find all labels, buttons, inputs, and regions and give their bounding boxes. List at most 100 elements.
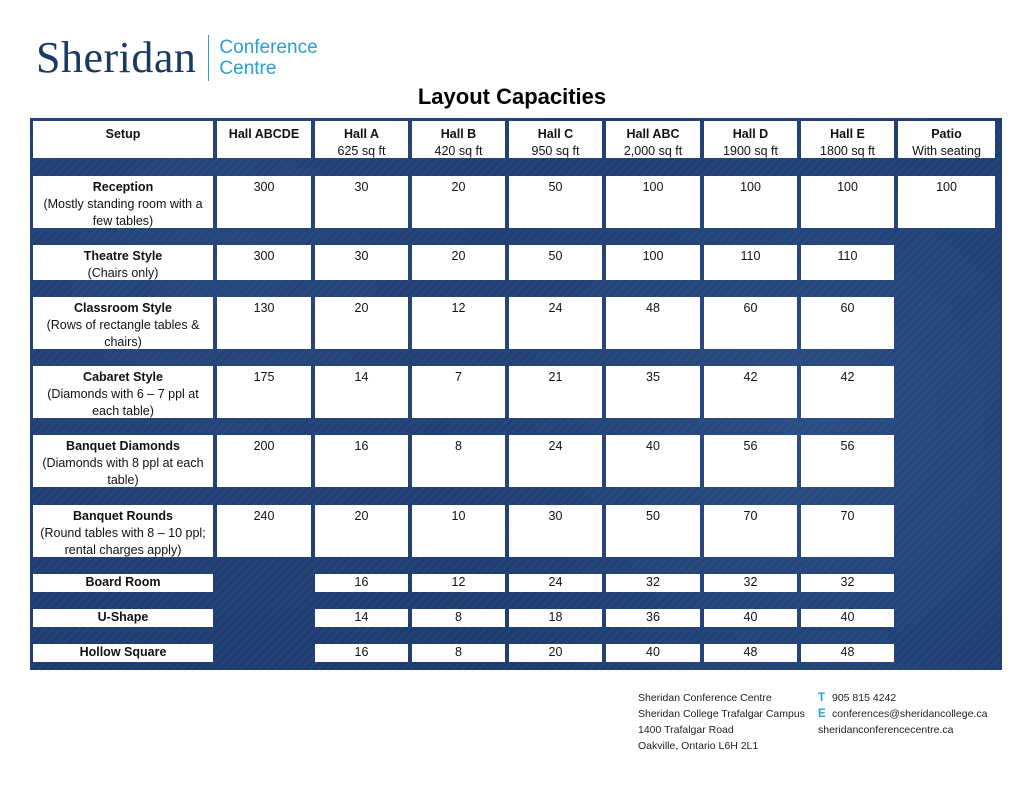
setup-cell: Cabaret Style (Diamonds with 6 – 7 ppl at… <box>33 366 213 418</box>
capacity-cell: 60 <box>801 297 894 349</box>
capacity-value: 24 <box>548 301 563 315</box>
capacity-value: 30 <box>548 509 563 523</box>
capacity-cell: 20 <box>509 644 602 662</box>
setup-description: table) <box>107 473 139 487</box>
capacity-value: 100 <box>837 180 858 194</box>
capacity-value: 40 <box>743 610 758 624</box>
setup-cell: Board Room <box>33 574 213 592</box>
column-header-size: With seating <box>912 144 981 158</box>
capacity-value: 30 <box>354 249 369 263</box>
capacity-cell: 40 <box>606 435 700 487</box>
capacity-value: 40 <box>840 610 855 624</box>
setup-description: (Diamonds with 6 – 7 ppl at <box>47 387 199 401</box>
column-header-size: 2,000 sq ft <box>623 144 683 158</box>
logo-line-2: Centre <box>219 58 277 79</box>
capacity-value: 110 <box>837 249 858 263</box>
capacity-cell: 100 <box>606 245 700 280</box>
capacity-cell: 56 <box>801 435 894 487</box>
column-header-name: Setup <box>105 127 141 141</box>
header-cell: Hall ABC 2,000 sq ft <box>606 121 700 158</box>
capacity-cell: 200 <box>217 435 311 487</box>
column-header-name: Patio <box>931 127 962 141</box>
capacity-cell: 10 <box>412 505 505 557</box>
setup-name: Classroom Style <box>74 301 172 315</box>
column-header-name: Hall C <box>537 127 574 141</box>
capacity-value: 48 <box>646 301 660 315</box>
setup-description: chairs) <box>104 335 142 349</box>
capacity-value: 20 <box>354 509 369 523</box>
capacity-cell: 16 <box>315 435 408 487</box>
capacity-value: 32 <box>646 575 660 589</box>
capacity-value: 16 <box>354 439 369 453</box>
footer-address-line: Sheridan Conference Centre <box>638 692 772 704</box>
column-header-name: Hall D <box>732 127 769 141</box>
setup-description: few tables) <box>92 214 154 228</box>
email-letter: E <box>818 708 826 720</box>
capacity-cell: 48 <box>801 644 894 662</box>
column-header-name: Hall E <box>830 127 865 141</box>
capacity-value: 300 <box>253 180 275 194</box>
setup-description: (Chairs only) <box>87 266 159 280</box>
capacity-value: 300 <box>253 249 275 263</box>
column-header-name: Hall B <box>440 127 477 141</box>
setup-cell: Banquet Diamonds (Diamonds with 8 ppl at … <box>33 435 213 487</box>
header-cell: Patio With seating <box>898 121 995 158</box>
capacity-value: 20 <box>354 301 369 315</box>
capacity-value: 56 <box>743 439 758 453</box>
footer-address-line: 1400 Trafalgar Road <box>638 724 734 736</box>
capacity-value: 18 <box>548 610 563 624</box>
capacity-value: 7 <box>455 370 462 384</box>
capacity-cell: 110 <box>704 245 797 280</box>
setup-description: rental charges apply) <box>64 543 182 557</box>
website-link[interactable]: sheridanconferencecentre.ca <box>818 724 954 736</box>
capacity-value: 175 <box>253 370 275 384</box>
email-link[interactable]: conferences@sheridancollege.ca <box>832 708 988 720</box>
capacity-cell: 20 <box>412 245 505 280</box>
footer-contact: T 905 815 4242 E conferences@sheridancol… <box>818 690 987 738</box>
setup-description: (Round tables with 8 – 10 ppl; <box>40 526 206 540</box>
logo-wordmark: Sheridan <box>36 33 197 82</box>
column-header-name: Hall A <box>344 127 379 141</box>
capacity-cell: 32 <box>801 574 894 592</box>
capacity-value: 20 <box>548 645 563 659</box>
capacity-value: 10 <box>451 509 466 523</box>
capacity-value: 40 <box>646 439 660 453</box>
capacity-cell: 24 <box>509 574 602 592</box>
header-cell: Hall A 625 sq ft <box>315 121 408 158</box>
capacity-cell: 175 <box>217 366 311 418</box>
header-cell: Setup <box>33 121 213 158</box>
setup-description: (Rows of rectangle tables & <box>46 318 200 332</box>
capacity-cell: 60 <box>704 297 797 349</box>
column-header-size: 950 sq ft <box>531 144 580 158</box>
capacity-cell: 130 <box>217 297 311 349</box>
capacity-value: 36 <box>646 610 660 624</box>
capacity-cell: 7 <box>412 366 505 418</box>
page-title: Layout Capacities <box>417 84 607 109</box>
capacity-value: 12 <box>451 575 466 589</box>
phone-number[interactable]: 905 815 4242 <box>832 692 897 704</box>
capacity-cell: 100 <box>801 176 894 228</box>
capacity-cell: 240 <box>217 505 311 557</box>
setup-name: Cabaret Style <box>83 370 163 384</box>
capacity-value: 200 <box>253 439 275 453</box>
capacity-value: 32 <box>743 575 758 589</box>
capacity-value: 100 <box>642 249 664 263</box>
capacity-value: 8 <box>455 439 462 453</box>
capacity-value: 20 <box>451 180 466 194</box>
footer-website: sheridanconferencecentre.ca <box>818 722 987 738</box>
setup-cell: Classroom Style (Rows of rectangle tables… <box>33 297 213 349</box>
capacity-cell: 100 <box>704 176 797 228</box>
setup-description: each table) <box>92 404 154 418</box>
phone-letter: T <box>818 692 826 704</box>
capacity-cell: 8 <box>412 435 505 487</box>
capacity-cell: 40 <box>606 644 700 662</box>
setup-name: Banquet Rounds <box>73 509 173 523</box>
capacity-cell: 21 <box>509 366 602 418</box>
capacity-cell: 40 <box>704 609 797 627</box>
logo-divider <box>208 35 210 81</box>
capacity-value: 30 <box>354 180 369 194</box>
capacity-cell: 30 <box>315 176 408 228</box>
capacity-cell: 16 <box>315 574 408 592</box>
capacity-cell: 14 <box>315 609 408 627</box>
capacity-value: 40 <box>646 645 660 659</box>
